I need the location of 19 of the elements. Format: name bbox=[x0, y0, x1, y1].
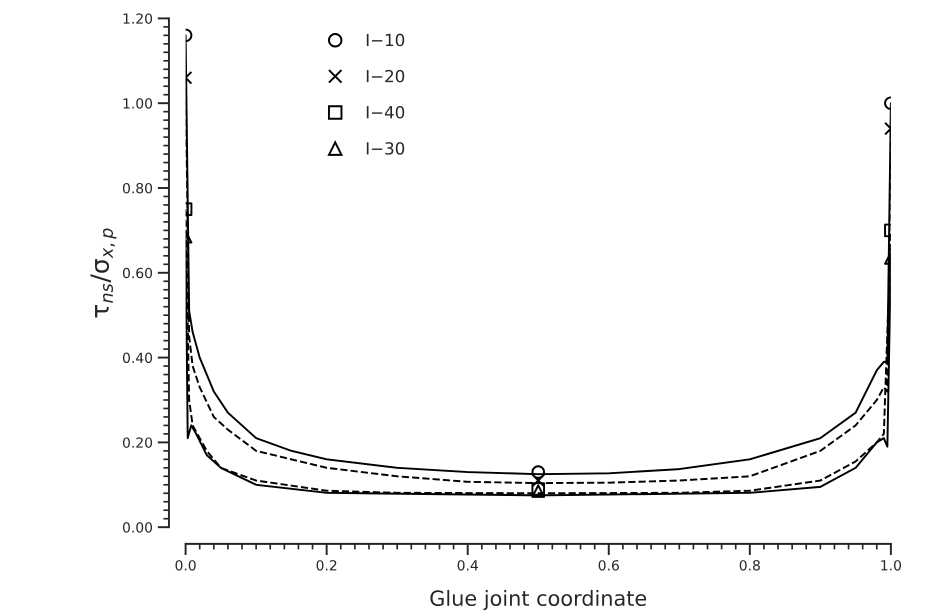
y-tick-label: 0.20 bbox=[122, 437, 152, 448]
y-tick-label: 1.20 bbox=[124, 13, 152, 24]
y-tick-label: 0.00 bbox=[122, 522, 152, 533]
x-tick-label: 0.2 bbox=[316, 560, 336, 571]
y-tick-label: 1.00 bbox=[124, 98, 152, 109]
legend-label: I−20 bbox=[366, 70, 404, 82]
x-tick-label: 0.0 bbox=[175, 560, 196, 571]
x-tick-label: 1.0 bbox=[881, 560, 901, 571]
legend-label: I−10 bbox=[366, 34, 404, 46]
legend-label: I−40 bbox=[366, 106, 404, 119]
y-axis-title: τ$_{ns}$/σ$_{x,p}$ bbox=[90, 228, 116, 318]
y-tick-label: 0.80 bbox=[122, 182, 152, 194]
y-tick-label: 0.40 bbox=[122, 352, 152, 364]
legend-label: I−30 bbox=[366, 142, 404, 155]
x-axis-title: Glue joint coordinate bbox=[430, 590, 646, 610]
y-tick-label: 0.60 bbox=[122, 268, 152, 278]
x-tick-label: 0.6 bbox=[598, 560, 619, 571]
x-tick-label: 0.8 bbox=[740, 560, 760, 571]
x-tick-label: 0.4 bbox=[458, 560, 478, 571]
